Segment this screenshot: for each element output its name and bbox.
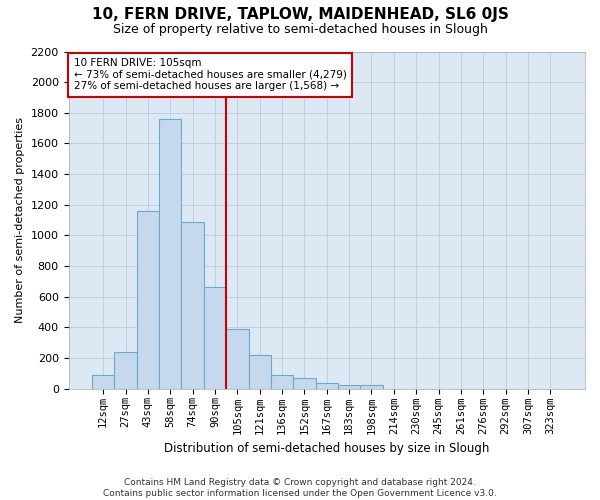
Y-axis label: Number of semi-detached properties: Number of semi-detached properties — [15, 117, 25, 323]
Bar — [137, 211, 159, 388]
Bar — [316, 383, 338, 388]
Bar — [248, 355, 271, 388]
Bar — [361, 386, 383, 388]
Bar — [293, 378, 316, 388]
Bar — [271, 374, 293, 388]
Bar — [92, 374, 115, 388]
Bar — [159, 119, 181, 388]
Text: 10 FERN DRIVE: 105sqm
← 73% of semi-detached houses are smaller (4,279)
27% of s: 10 FERN DRIVE: 105sqm ← 73% of semi-deta… — [74, 58, 347, 92]
Bar — [204, 288, 226, 388]
Text: 10, FERN DRIVE, TAPLOW, MAIDENHEAD, SL6 0JS: 10, FERN DRIVE, TAPLOW, MAIDENHEAD, SL6 … — [92, 8, 508, 22]
Bar — [181, 222, 204, 388]
Bar — [115, 352, 137, 389]
Text: Contains HM Land Registry data © Crown copyright and database right 2024.
Contai: Contains HM Land Registry data © Crown c… — [103, 478, 497, 498]
Bar — [338, 384, 361, 388]
X-axis label: Distribution of semi-detached houses by size in Slough: Distribution of semi-detached houses by … — [164, 442, 490, 455]
Text: Size of property relative to semi-detached houses in Slough: Size of property relative to semi-detach… — [113, 22, 487, 36]
Bar — [226, 329, 248, 388]
